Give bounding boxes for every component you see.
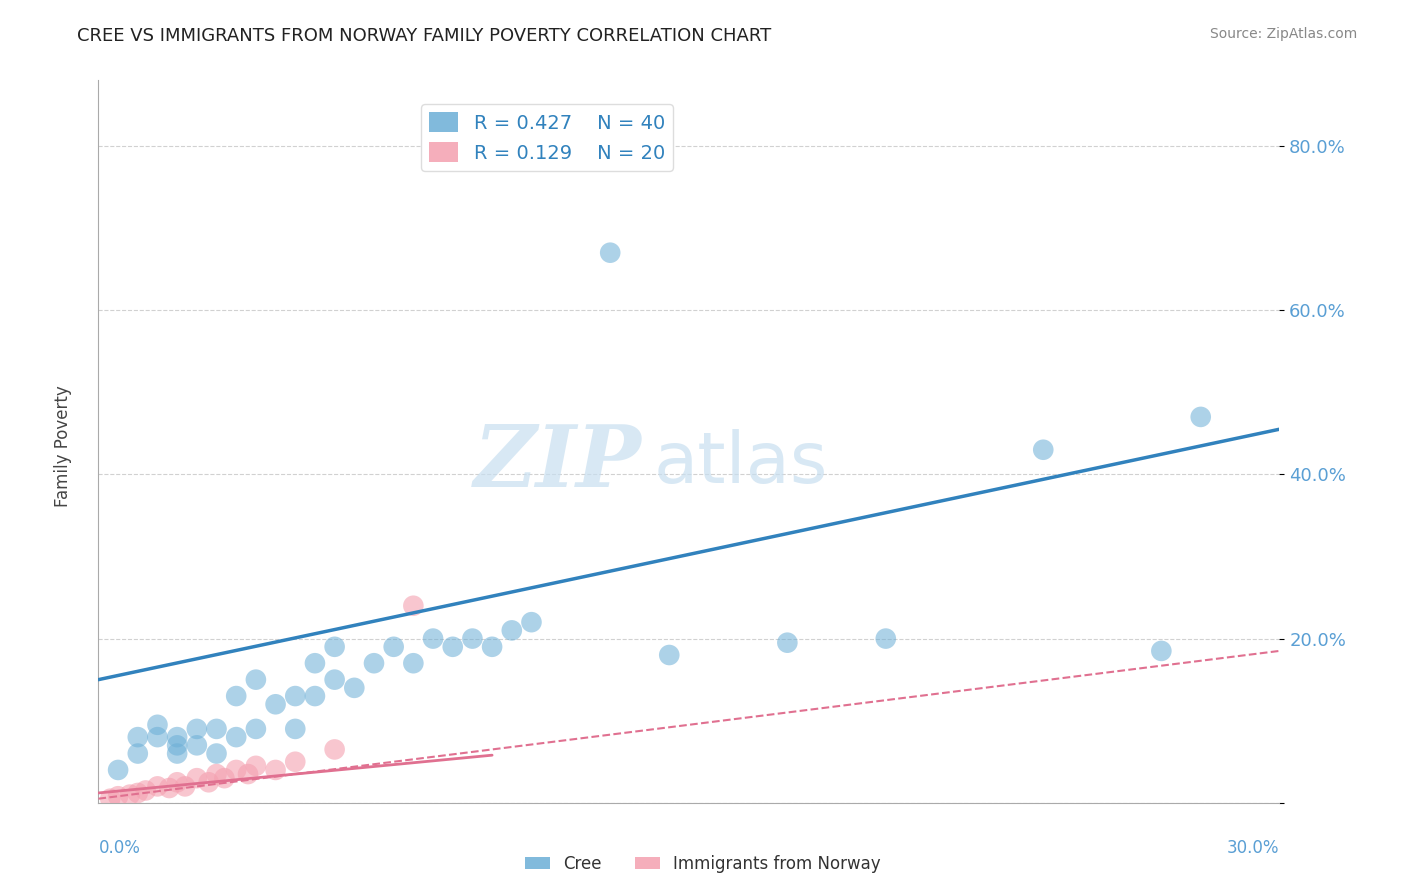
Point — [481, 640, 503, 654]
Text: Family Poverty: Family Poverty — [55, 385, 72, 507]
Point — [323, 742, 346, 756]
Point — [1189, 409, 1212, 424]
Point — [875, 632, 897, 646]
Point — [422, 632, 444, 646]
Point — [343, 681, 366, 695]
Text: 0.0%: 0.0% — [98, 838, 141, 857]
Point — [146, 730, 169, 744]
Text: 30.0%: 30.0% — [1227, 838, 1279, 857]
Point — [107, 763, 129, 777]
Point — [264, 698, 287, 712]
Point — [245, 759, 267, 773]
Point — [284, 755, 307, 769]
Point — [501, 624, 523, 638]
Point — [118, 788, 141, 802]
Point — [205, 722, 228, 736]
Point — [245, 673, 267, 687]
Point — [304, 689, 326, 703]
Point — [197, 775, 219, 789]
Point — [166, 747, 188, 761]
Point — [166, 739, 188, 753]
Point — [127, 786, 149, 800]
Point — [225, 730, 247, 744]
Point — [146, 718, 169, 732]
Point — [461, 632, 484, 646]
Point — [205, 747, 228, 761]
Point — [382, 640, 405, 654]
Point — [363, 657, 385, 671]
Point — [166, 775, 188, 789]
Point — [520, 615, 543, 630]
Point — [304, 657, 326, 671]
Point — [146, 780, 169, 794]
Point — [236, 767, 259, 781]
Text: ZIP: ZIP — [474, 421, 641, 505]
Point — [284, 722, 307, 736]
Point — [127, 730, 149, 744]
Text: Source: ZipAtlas.com: Source: ZipAtlas.com — [1209, 27, 1357, 41]
Point — [205, 767, 228, 781]
Point — [1032, 442, 1054, 457]
Point — [402, 599, 425, 613]
Point — [402, 657, 425, 671]
Point — [225, 763, 247, 777]
Point — [166, 730, 188, 744]
Point — [776, 636, 799, 650]
Point — [264, 763, 287, 777]
Point — [1150, 644, 1173, 658]
Point — [186, 739, 208, 753]
Point — [599, 245, 621, 260]
Point — [127, 747, 149, 761]
Text: CREE VS IMMIGRANTS FROM NORWAY FAMILY POVERTY CORRELATION CHART: CREE VS IMMIGRANTS FROM NORWAY FAMILY PO… — [77, 27, 772, 45]
Text: atlas: atlas — [654, 429, 828, 498]
Legend: Cree, Immigrants from Norway: Cree, Immigrants from Norway — [519, 848, 887, 880]
Point — [323, 673, 346, 687]
Point — [186, 771, 208, 785]
Point — [245, 722, 267, 736]
Point — [441, 640, 464, 654]
Point — [323, 640, 346, 654]
Point — [98, 791, 121, 805]
Point — [135, 783, 157, 797]
Point — [186, 722, 208, 736]
Point — [658, 648, 681, 662]
Point — [157, 780, 180, 795]
Point — [284, 689, 307, 703]
Legend: R = 0.427    N = 40, R = 0.129    N = 20: R = 0.427 N = 40, R = 0.129 N = 20 — [422, 104, 673, 170]
Point — [107, 789, 129, 804]
Point — [214, 771, 236, 785]
Point — [174, 780, 197, 794]
Point — [225, 689, 247, 703]
